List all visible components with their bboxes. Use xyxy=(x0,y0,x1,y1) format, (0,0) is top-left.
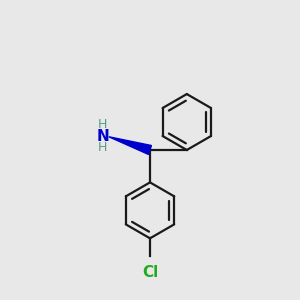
Text: Cl: Cl xyxy=(142,265,158,280)
Text: H: H xyxy=(98,118,108,131)
Text: N: N xyxy=(97,129,109,144)
Text: H: H xyxy=(98,141,108,154)
Polygon shape xyxy=(109,137,152,154)
